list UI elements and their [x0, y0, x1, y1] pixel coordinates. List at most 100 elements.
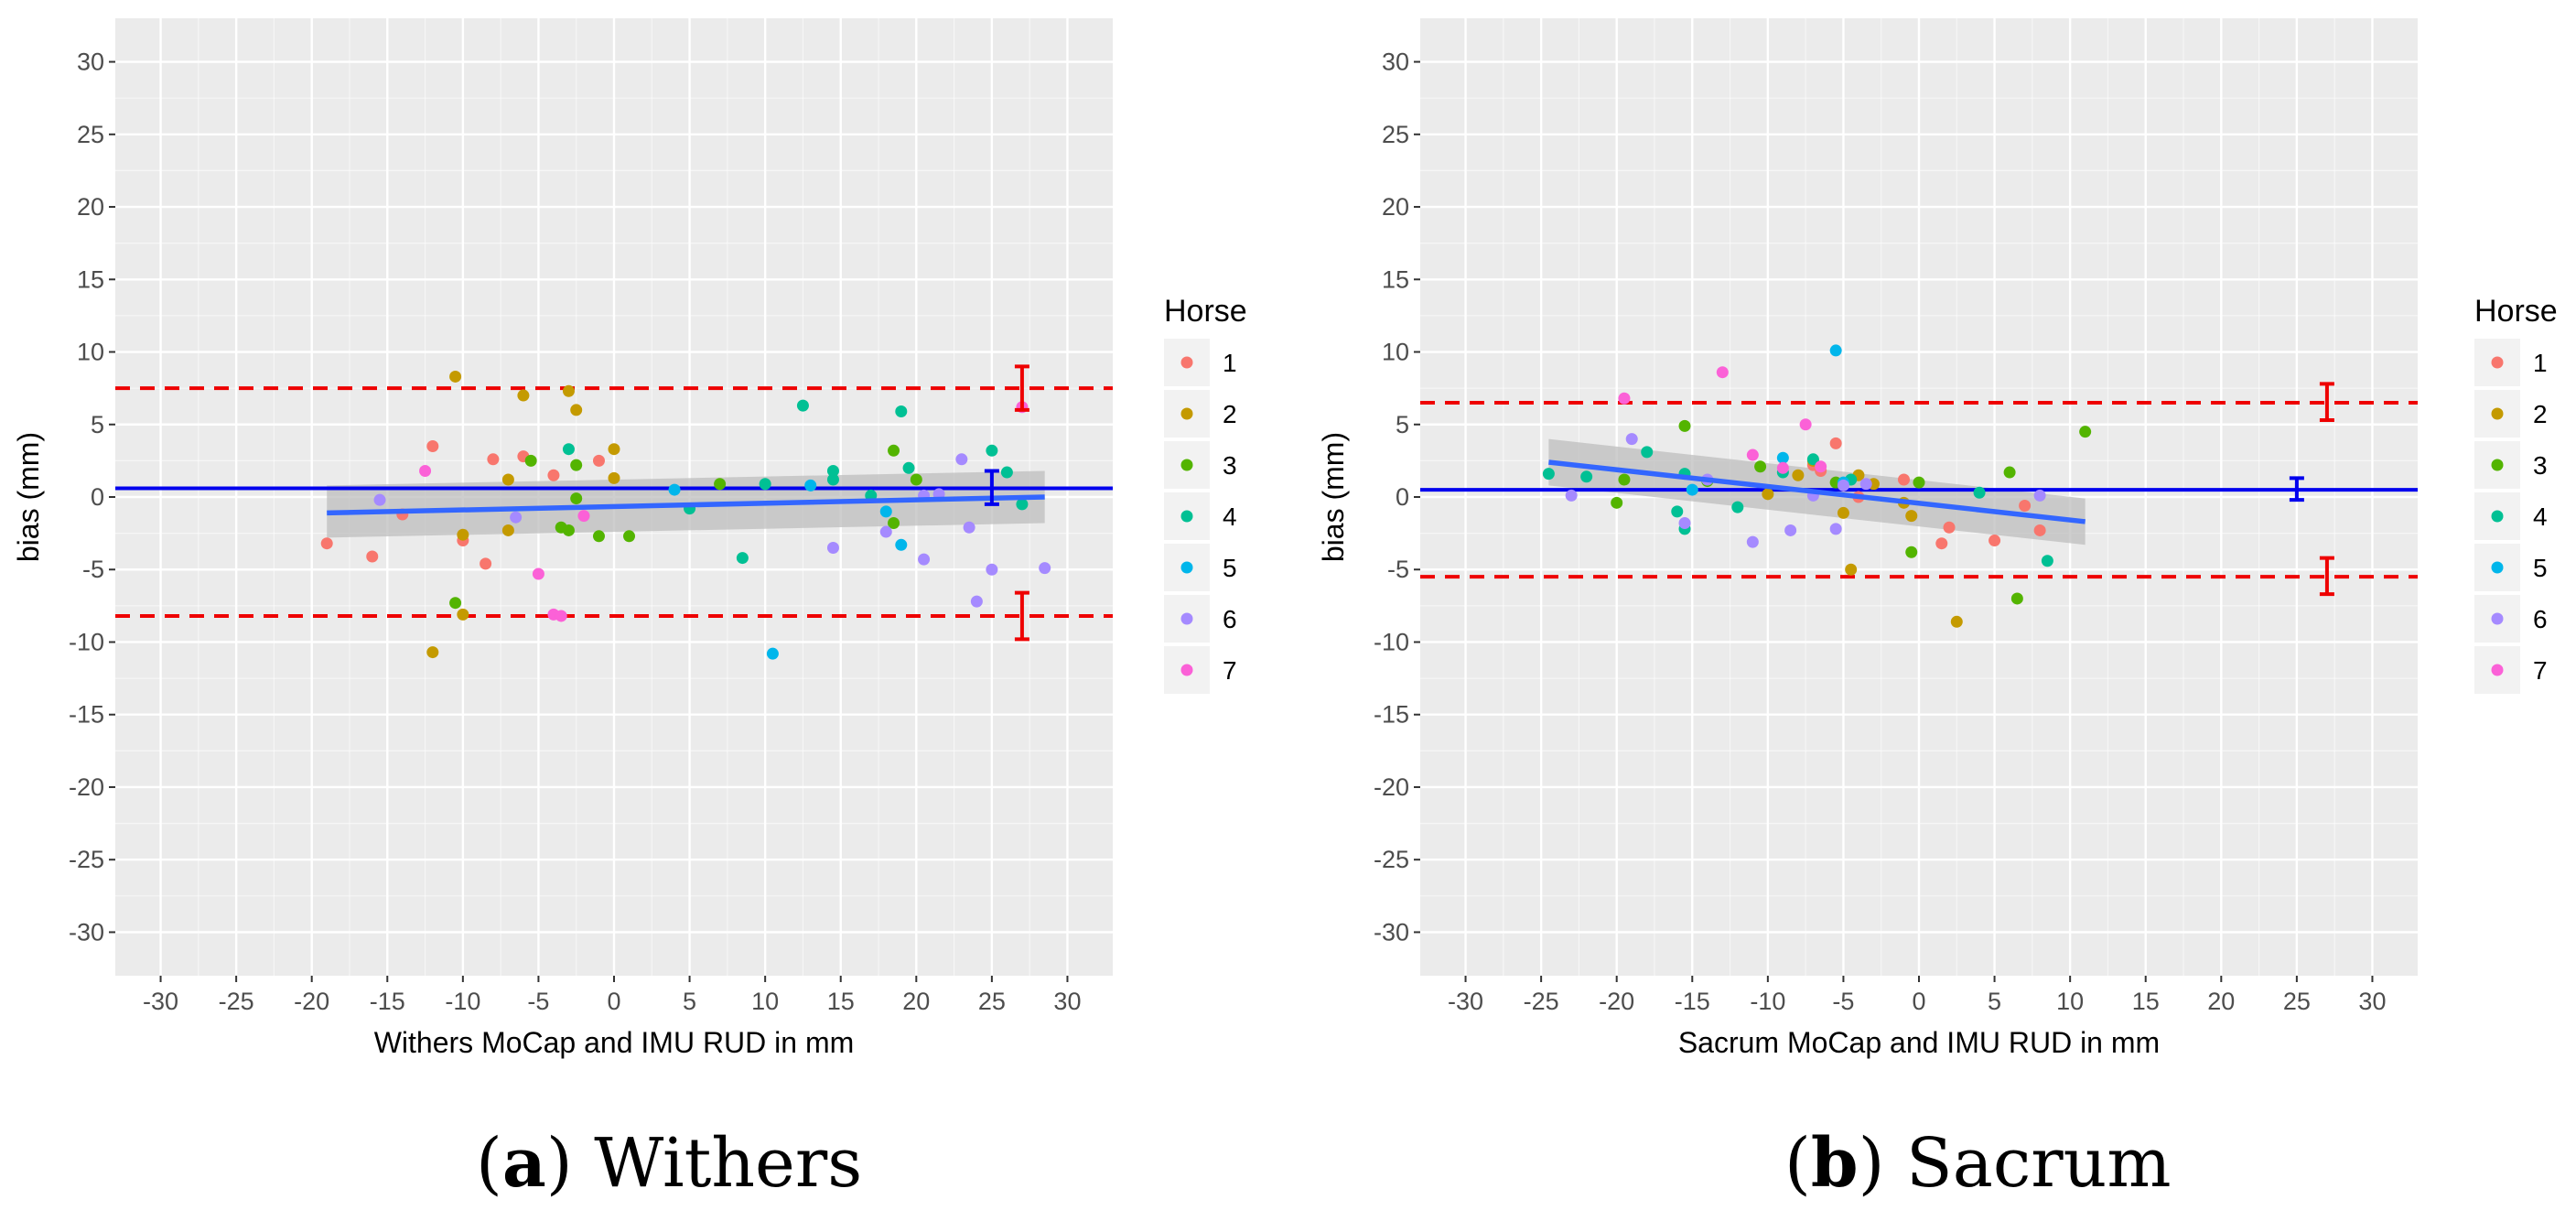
data-point-horse-2	[501, 473, 514, 486]
data-point-horse-2	[1837, 506, 1849, 519]
y-axis-title: bias (mm)	[1317, 432, 1350, 562]
axes: -30 -25 -20 -15 -10 -5 0 5 10 15 20 25 30 -30 -25 -20 -1…	[1374, 49, 2387, 1015]
data-point-horse-4	[1671, 505, 1684, 518]
y-tick-label: -30	[69, 918, 104, 945]
bias-ci-errorbar	[2289, 476, 2304, 502]
data-point-horse-2	[426, 646, 439, 659]
data-point-horse-4	[2041, 555, 2053, 567]
x-tick-label: 30	[2358, 988, 2386, 1015]
data-point-horse-3	[592, 530, 605, 543]
legend-key-point	[2491, 612, 2504, 625]
data-point-horse-1	[592, 454, 605, 467]
y-tick-label: -15	[1374, 701, 1409, 729]
legend: Horse 1 2 3 4 5 6 7	[2474, 294, 2558, 694]
data-point-horse-2	[449, 370, 462, 383]
data-point-horse-3	[714, 478, 727, 491]
legend: Horse 1 2 3 4 5 6 7	[1164, 294, 1247, 694]
data-point-horse-2	[1845, 563, 1858, 576]
data-point-horse-4	[1016, 498, 1029, 511]
data-point-horse-1	[366, 550, 379, 563]
lower-loa-ci-errorbar	[1014, 590, 1029, 642]
data-point-horse-1	[487, 453, 500, 466]
data-point-horse-4	[1731, 501, 1744, 513]
x-axis-title: Withers MoCap and IMU RUD in mm	[374, 1026, 855, 1059]
legend-title: Horse	[2474, 294, 2558, 329]
x-tick-label: -15	[1675, 988, 1710, 1015]
data-point-horse-4	[1973, 486, 1986, 499]
x-tick-label: -25	[1524, 988, 1559, 1015]
legend-key-point	[2491, 561, 2504, 574]
data-point-horse-6	[970, 595, 983, 608]
data-point-horse-4	[1806, 453, 1819, 466]
data-point-horse-7	[1716, 366, 1729, 379]
data-point-horse-4	[1000, 466, 1013, 479]
data-point-horse-6	[1829, 523, 1842, 535]
data-point-horse-6	[1625, 433, 1638, 446]
x-tick-label: -5	[527, 988, 549, 1015]
lower-loa-ci-errorbar	[2319, 556, 2334, 597]
caption-a-text: Withers	[594, 1124, 863, 1203]
legend-key-point	[2491, 510, 2504, 523]
regression-line	[327, 494, 1045, 516]
x-tick-label: 5	[683, 988, 696, 1015]
data-point-horse-3	[1611, 496, 1623, 509]
y-tick-label: -20	[1374, 773, 1409, 801]
data-point-horse-2	[517, 389, 530, 402]
data-point-horse-3	[888, 517, 900, 530]
legend-label: 1	[2533, 349, 2548, 377]
x-tick-label: -20	[294, 988, 329, 1015]
data-point-horse-2	[562, 384, 575, 397]
legend-key-point	[2491, 664, 2504, 676]
data-point-horse-3	[623, 530, 636, 543]
data-point-horse-7	[532, 567, 544, 580]
y-tick-label: -25	[69, 846, 104, 873]
data-point-horse-6	[918, 553, 931, 566]
data-point-horse-1	[1935, 537, 1948, 550]
data-point-horse-4	[986, 444, 998, 457]
data-point-horse-6	[1837, 479, 1849, 492]
legend-label: 5	[2533, 554, 2548, 582]
y-tick-label: 10	[77, 339, 104, 366]
data-point-horse-2	[457, 608, 469, 621]
chart-withers: -30 -25 -20 -15 -10 -5 0 5 10 15 20 25 30-30-25-20-1…	[12, 18, 1247, 1059]
data-point-horse-1	[2019, 500, 2032, 513]
x-tick-label: 15	[2132, 988, 2160, 1015]
caption-b-text: Sacrum	[1906, 1124, 2172, 1203]
data-point-horse-2	[608, 471, 620, 484]
data-point-horse-2	[501, 524, 514, 536]
data-point-horse-3	[570, 459, 583, 471]
x-tick-label: -30	[1448, 988, 1483, 1015]
y-tick-label: 25	[77, 121, 104, 148]
legend-key-point	[2491, 407, 2504, 420]
data-point-horse-6	[1039, 562, 1051, 575]
legend-label: 2	[1223, 400, 1237, 428]
data-point-horse-2	[457, 528, 469, 541]
legend-label: 6	[1223, 605, 1237, 633]
y-tick-label: 20	[1382, 193, 1409, 221]
x-tick-label: -10	[1750, 988, 1785, 1015]
y-tick-label: 20	[77, 193, 104, 221]
data-point-horse-1	[547, 469, 560, 481]
legend-label: 3	[1223, 451, 1237, 480]
axes: -30 -25 -20 -15 -10 -5 0 5 10 15 20 25 30 -30 -25 -20 -1…	[69, 49, 1082, 1015]
data-point-horse-1	[1943, 521, 1956, 534]
data-point-horse-3	[562, 524, 575, 536]
legend-label: 6	[2533, 605, 2548, 633]
y-tick-label: 5	[1396, 411, 1409, 438]
data-point-horse-3	[449, 597, 462, 610]
chart-sacrum: -30 -25 -20 -15 -10 -5 0 5 10 15 20 25 30-30-25-20-1…	[1317, 18, 2558, 1059]
data-point-horse-7	[555, 610, 567, 622]
data-point-horse-4	[759, 478, 771, 491]
legend-label: 1	[1223, 349, 1237, 377]
y-tick-label: 0	[1396, 483, 1409, 511]
legend-key-point	[1180, 664, 1193, 676]
y-tick-label: 30	[1382, 49, 1409, 76]
data-point-horse-4	[736, 552, 749, 565]
data-point-horse-4	[895, 405, 908, 417]
caption-a: (a) Withers	[476, 1124, 863, 1203]
legend-key-point	[2491, 459, 2504, 471]
data-point-horse-4	[1542, 468, 1555, 481]
x-tick-label: -15	[370, 988, 405, 1015]
legend-label: 2	[2533, 400, 2548, 428]
